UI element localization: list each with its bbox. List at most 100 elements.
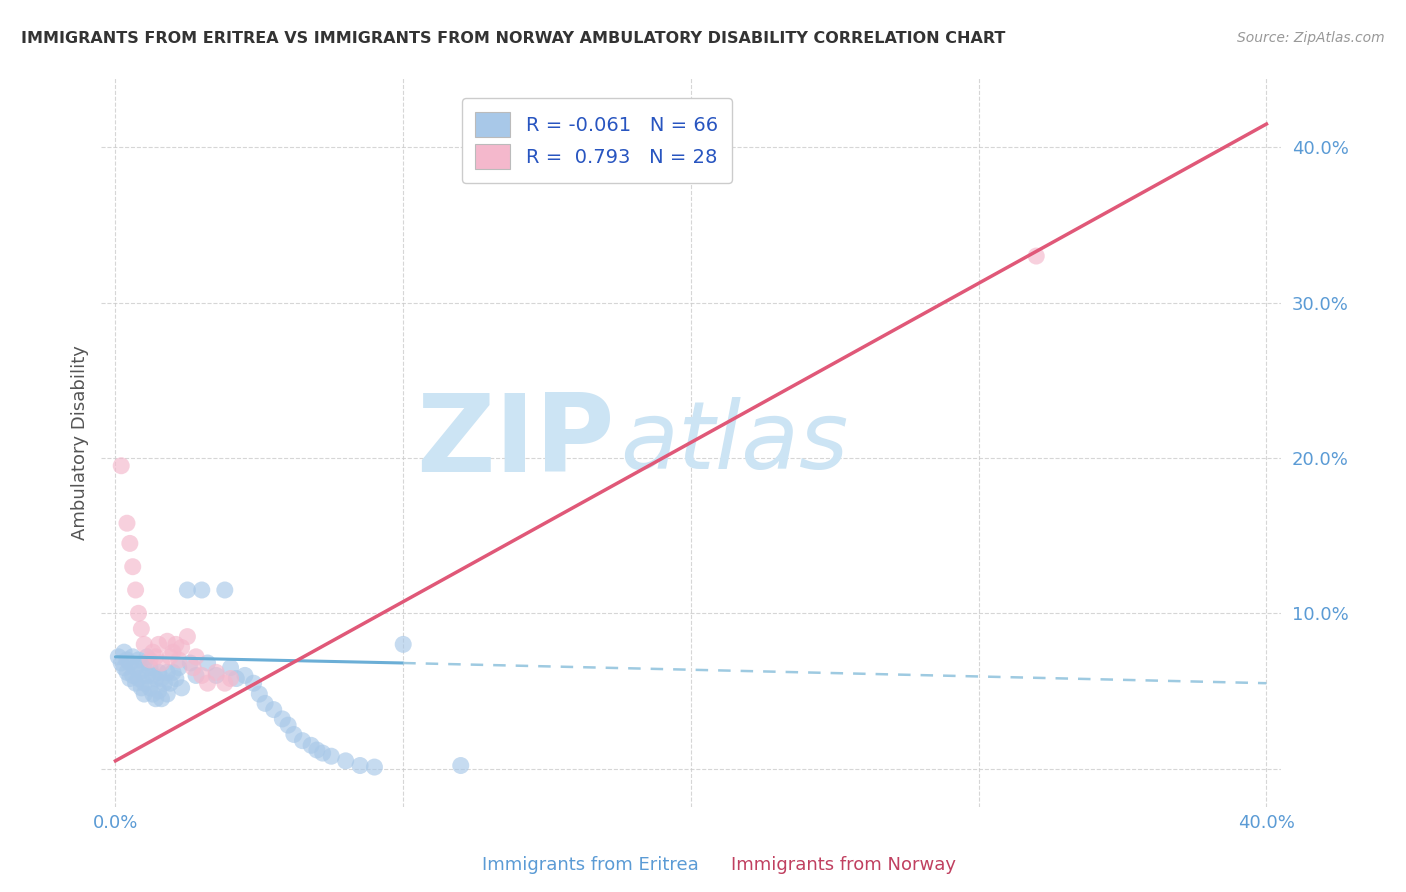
- Point: [121, 649, 143, 664]
- Point: [153, 676, 176, 690]
- Point: [127, 607, 149, 621]
- Point: [283, 727, 305, 741]
- Point: [148, 665, 170, 680]
- Point: [233, 668, 256, 682]
- Text: atlas: atlas: [620, 397, 848, 488]
- Point: [392, 637, 415, 651]
- Point: [191, 582, 214, 597]
- Point: [127, 672, 149, 686]
- Point: [107, 649, 129, 664]
- Point: [142, 645, 165, 659]
- Point: [170, 681, 193, 695]
- Point: [142, 668, 165, 682]
- Point: [118, 536, 141, 550]
- Point: [321, 749, 343, 764]
- Point: [134, 676, 156, 690]
- Point: [247, 687, 270, 701]
- Point: [349, 758, 371, 772]
- Point: [363, 760, 385, 774]
- Point: [271, 712, 294, 726]
- Point: [156, 665, 179, 680]
- Point: [148, 637, 170, 651]
- Point: [131, 664, 153, 678]
- Text: IMMIGRANTS FROM ERITREA VS IMMIGRANTS FROM NORWAY AMBULATORY DISABILITY CORRELAT: IMMIGRANTS FROM ERITREA VS IMMIGRANTS FR…: [21, 31, 1005, 46]
- Point: [214, 676, 236, 690]
- Point: [118, 672, 141, 686]
- Point: [124, 582, 146, 597]
- Point: [139, 653, 162, 667]
- Point: [205, 668, 228, 682]
- Point: [150, 656, 173, 670]
- Point: [112, 645, 135, 659]
- Text: Immigrants from Norway: Immigrants from Norway: [731, 855, 956, 873]
- Point: [110, 458, 132, 473]
- Point: [142, 687, 165, 701]
- Point: [291, 733, 314, 747]
- Point: [219, 672, 242, 686]
- Point: [170, 640, 193, 655]
- Point: [131, 681, 153, 695]
- Point: [112, 661, 135, 675]
- Y-axis label: Ambulatory Disability: Ambulatory Disability: [72, 345, 89, 540]
- Point: [197, 676, 219, 690]
- Point: [145, 691, 167, 706]
- Point: [124, 676, 146, 690]
- Point: [311, 746, 333, 760]
- Point: [115, 665, 138, 680]
- Point: [165, 672, 187, 686]
- Point: [121, 559, 143, 574]
- Point: [134, 687, 156, 701]
- Point: [167, 653, 190, 667]
- Point: [162, 665, 184, 680]
- Point: [127, 653, 149, 667]
- Point: [197, 656, 219, 670]
- Point: [277, 718, 299, 732]
- Point: [110, 656, 132, 670]
- Point: [191, 668, 214, 682]
- Point: [179, 656, 201, 670]
- Point: [165, 637, 187, 651]
- Point: [145, 672, 167, 686]
- Point: [305, 743, 328, 757]
- Point: [184, 649, 207, 664]
- Point: [181, 661, 204, 675]
- Point: [118, 656, 141, 670]
- Point: [219, 661, 242, 675]
- Point: [335, 754, 357, 768]
- Point: [145, 649, 167, 664]
- Point: [121, 668, 143, 682]
- Point: [136, 668, 159, 682]
- Point: [134, 656, 156, 670]
- Point: [1025, 249, 1047, 263]
- Point: [242, 676, 264, 690]
- Point: [205, 665, 228, 680]
- Point: [176, 630, 198, 644]
- Point: [156, 687, 179, 701]
- Point: [450, 758, 472, 772]
- Text: ZIP: ZIP: [416, 390, 614, 495]
- Point: [131, 622, 153, 636]
- Point: [115, 653, 138, 667]
- Legend: R = -0.061   N = 66, R =  0.793   N = 28: R = -0.061 N = 66, R = 0.793 N = 28: [461, 98, 731, 183]
- Point: [159, 649, 181, 664]
- Point: [115, 516, 138, 531]
- Point: [214, 582, 236, 597]
- Point: [156, 634, 179, 648]
- Point: [150, 691, 173, 706]
- Point: [139, 681, 162, 695]
- Point: [263, 703, 285, 717]
- Point: [139, 661, 162, 675]
- Text: Immigrants from Eritrea: Immigrants from Eritrea: [482, 855, 699, 873]
- Point: [162, 645, 184, 659]
- Point: [299, 739, 322, 753]
- Point: [176, 582, 198, 597]
- Point: [124, 661, 146, 675]
- Point: [136, 649, 159, 664]
- Point: [134, 637, 156, 651]
- Point: [225, 672, 247, 686]
- Point: [254, 697, 277, 711]
- Point: [184, 668, 207, 682]
- Text: Source: ZipAtlas.com: Source: ZipAtlas.com: [1237, 31, 1385, 45]
- Point: [159, 676, 181, 690]
- Point: [167, 661, 190, 675]
